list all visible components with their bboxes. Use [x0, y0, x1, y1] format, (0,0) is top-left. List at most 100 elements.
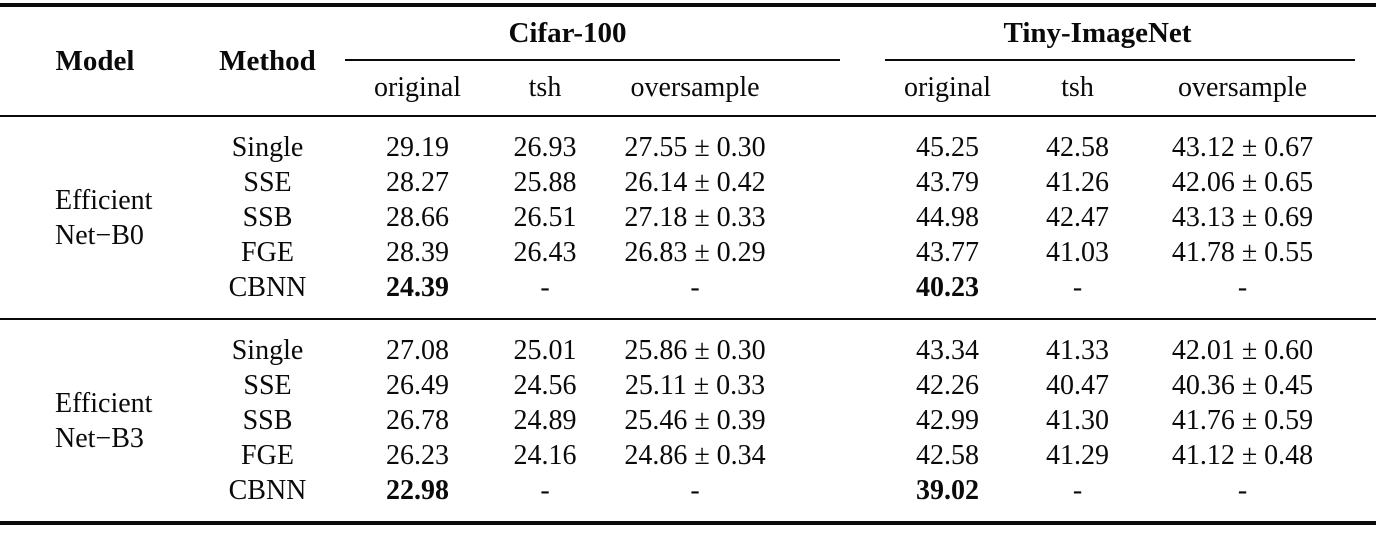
table-cell: 43.13 ± 0.69 — [1171, 202, 1314, 233]
table-cell: 25.01 — [513, 335, 577, 366]
tiny-imagenet-spanner-rule — [885, 59, 1355, 61]
table-cell: 42.26 — [916, 370, 979, 401]
table-cell: 28.39 — [386, 237, 449, 268]
method-cell: SSB — [242, 405, 293, 436]
subheader-cifar-original: original — [373, 72, 462, 103]
table-cell: 41.03 — [1046, 237, 1109, 268]
gap-cell — [790, 270, 885, 305]
table-cell: 42.58 — [916, 440, 979, 471]
gap-cell — [790, 235, 885, 270]
method-cell: SSE — [243, 370, 292, 401]
table-cell-best: 22.98 — [386, 475, 449, 506]
subheader-tiny-oversample: oversample — [1177, 72, 1308, 103]
table-cell: 43.79 — [916, 167, 979, 198]
gap-cell — [790, 165, 885, 200]
table-cell: 26.49 — [386, 370, 449, 401]
table-cell: 40.36 ± 0.45 — [1171, 370, 1314, 401]
table-cell: 25.46 ± 0.39 — [624, 405, 766, 436]
table-cell: 28.66 — [386, 202, 449, 233]
column-header-method: Method — [219, 44, 316, 77]
subheader-tiny-tsh: tsh — [1061, 72, 1094, 103]
table-cell: - — [1072, 475, 1083, 506]
table-cell: 43.77 — [916, 237, 979, 268]
table-cell: 42.06 ± 0.65 — [1171, 167, 1314, 198]
table-cell: 24.56 — [513, 370, 577, 401]
table-cell: 27.55 ± 0.30 — [624, 132, 766, 163]
method-cell: CBNN — [228, 272, 307, 303]
table-cell: 28.27 — [386, 167, 449, 198]
header-separator-rule — [0, 115, 1376, 117]
table-cell: 40.47 — [1046, 370, 1109, 401]
table-cell: 26.43 — [513, 237, 577, 268]
table-cell: 42.47 — [1046, 202, 1109, 233]
method-cell: Single — [231, 335, 304, 366]
table-cell: - — [690, 475, 700, 506]
table-cell: 25.86 ± 0.30 — [624, 335, 766, 366]
table-cell: 42.99 — [916, 405, 979, 436]
table-cell: 29.19 — [386, 132, 449, 163]
model-label: Efficient Net−B0 — [0, 130, 190, 305]
table-cell: 25.88 — [513, 167, 577, 198]
table-cell: 43.34 — [916, 335, 979, 366]
gap-cell — [790, 333, 885, 368]
table-cell: 25.11 ± 0.33 — [624, 370, 766, 401]
table-cell-best: 39.02 — [916, 475, 979, 506]
table-cell: 26.14 ± 0.42 — [624, 167, 766, 198]
table-cell: - — [1237, 475, 1248, 506]
table-cell: 24.16 — [513, 440, 577, 471]
subheader-cifar-oversample: oversample — [630, 72, 760, 103]
table-cell: 26.78 — [386, 405, 449, 436]
table-cell: 27.08 — [386, 335, 449, 366]
group-separator-rule — [0, 318, 1376, 320]
model-label-line1: Efficient — [55, 387, 153, 419]
table-group-efficientnet-b3: Efficient Net−B3 Single 27.08 25.01 25.8… — [0, 320, 1340, 521]
table-top-rule — [0, 3, 1376, 7]
gap-cell — [790, 403, 885, 438]
gap-cell — [790, 200, 885, 235]
table-cell: 41.29 — [1046, 440, 1109, 471]
column-header-model: Model — [55, 44, 135, 77]
table-header: Model Method Cifar-100 Tiny-ImageNet ori… — [0, 7, 1355, 115]
table-cell: 26.23 — [386, 440, 449, 471]
table-cell: 24.86 ± 0.34 — [624, 440, 766, 471]
cifar100-spanner-rule — [345, 59, 840, 61]
table-bottom-rule — [0, 521, 1376, 525]
table-cell: - — [690, 272, 700, 303]
table-cell: 43.12 ± 0.67 — [1171, 132, 1314, 163]
table-cell: 42.01 ± 0.60 — [1171, 335, 1314, 366]
table-cell: - — [1072, 272, 1083, 303]
model-label-line2: Net−B3 — [55, 422, 144, 454]
table-cell: - — [540, 272, 550, 303]
table-cell: 41.12 ± 0.48 — [1171, 440, 1314, 471]
table-cell-best: 40.23 — [916, 272, 979, 303]
table-cell: - — [540, 475, 550, 506]
table-cell-best: 24.39 — [386, 272, 449, 303]
model-label: Efficient Net−B3 — [0, 333, 190, 508]
column-group-header-tiny-imagenet: Tiny-ImageNet — [1003, 16, 1192, 49]
column-group-header-cifar100: Cifar-100 — [508, 16, 627, 49]
gap-cell — [790, 438, 885, 473]
model-label-line1: Efficient — [55, 184, 153, 216]
gap-cell — [790, 473, 885, 508]
subheader-cifar-tsh: tsh — [528, 72, 562, 103]
table-cell: 41.76 ± 0.59 — [1171, 405, 1314, 436]
table-cell: 41.26 — [1046, 167, 1109, 198]
table-cell: 44.98 — [916, 202, 979, 233]
table-cell: 27.18 ± 0.33 — [624, 202, 766, 233]
gap-cell — [790, 368, 885, 403]
results-table-page: Model Method Cifar-100 Tiny-ImageNet ori… — [0, 3, 1376, 534]
table-cell: 41.78 ± 0.55 — [1171, 237, 1314, 268]
table-cell: 42.58 — [1046, 132, 1109, 163]
method-cell: Single — [231, 132, 304, 163]
method-cell: CBNN — [228, 475, 307, 506]
model-label-line2: Net−B0 — [55, 219, 144, 251]
table-cell: - — [1237, 272, 1248, 303]
method-cell: SSB — [242, 202, 293, 233]
subheader-tiny-original: original — [903, 72, 992, 103]
table-cell: 26.83 ± 0.29 — [624, 237, 766, 268]
method-cell: SSE — [243, 167, 292, 198]
method-cell: FGE — [241, 237, 294, 268]
table-cell: 41.33 — [1046, 335, 1109, 366]
table-cell: 26.51 — [513, 202, 577, 233]
table-cell: 45.25 — [916, 132, 979, 163]
